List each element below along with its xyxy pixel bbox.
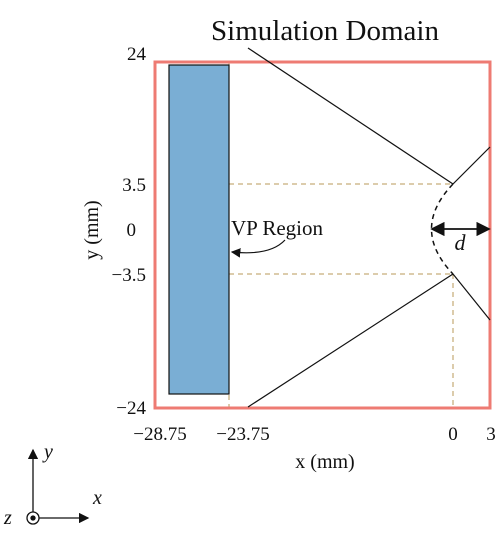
vp-region <box>168 64 230 395</box>
x-tick-label: −28.75 <box>133 424 186 445</box>
x-tick-label: 3 <box>486 424 496 445</box>
region-label: VP Region <box>231 216 323 240</box>
y-tick-label: 0 <box>127 220 137 241</box>
coordinate-frame <box>26 448 90 525</box>
frame-z: z <box>3 507 12 529</box>
frame-y: y <box>42 441 53 463</box>
y-tick-label: −24 <box>116 398 146 419</box>
walls <box>247 47 491 408</box>
frame-x: x <box>92 487 102 509</box>
x-ticks: −28.75 −23.75 0 3 <box>133 424 495 445</box>
gap-label: d <box>455 230 467 255</box>
y-axis-label: y (mm) <box>81 200 103 259</box>
y-tick-label: 3.5 <box>122 175 146 196</box>
y-ticks: 24 3.5 0 −3.5 −24 <box>112 44 147 419</box>
y-tick-label: 24 <box>127 44 147 65</box>
region-arrow <box>230 239 286 258</box>
x-tick-label: −23.75 <box>216 424 269 445</box>
title: Simulation Domain <box>211 15 439 47</box>
x-tick-label: 0 <box>448 424 458 445</box>
y-tick-label: −3.5 <box>112 265 146 286</box>
x-axis-label: x (mm) <box>295 451 354 473</box>
